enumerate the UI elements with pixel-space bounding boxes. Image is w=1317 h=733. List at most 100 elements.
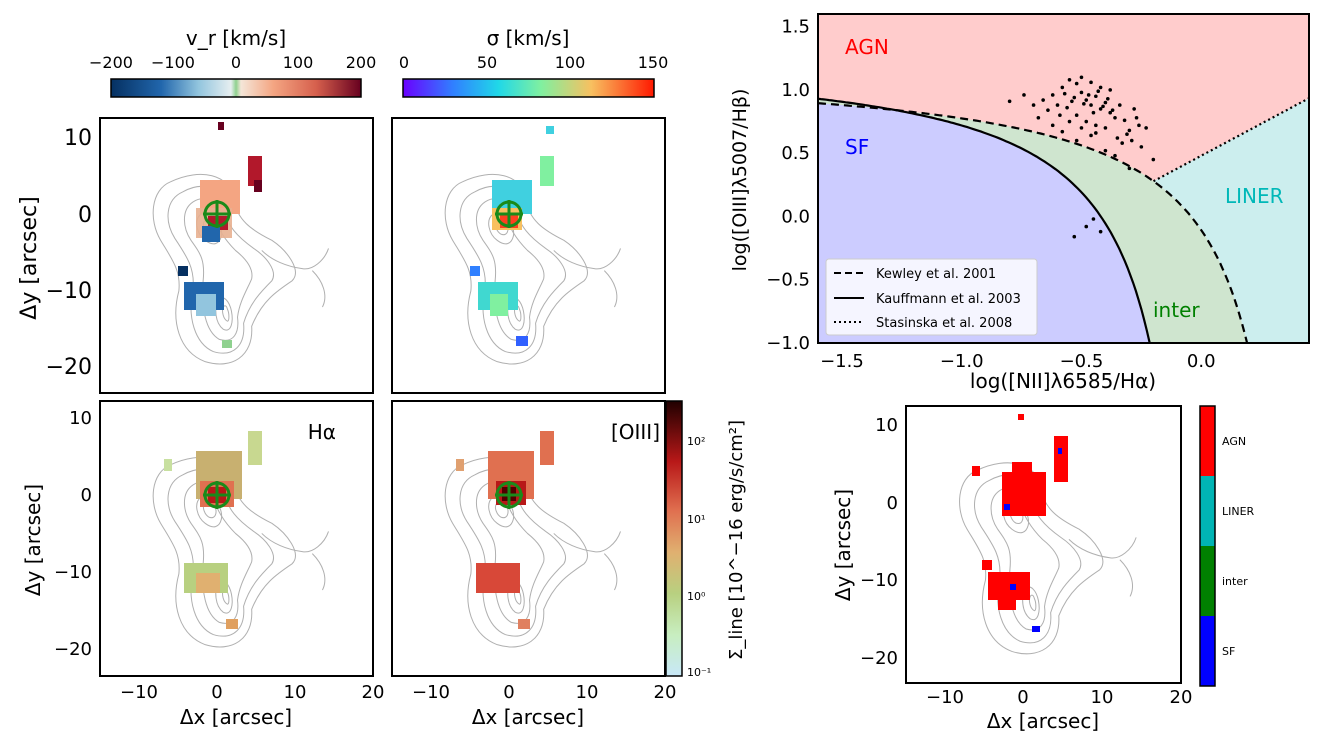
svg-text:−20: −20 xyxy=(46,355,92,380)
vr-nucleus-marker xyxy=(203,200,231,228)
bpt-point xyxy=(1094,131,1098,135)
svg-text:−10: −10 xyxy=(46,279,92,304)
svg-text:−10: −10 xyxy=(412,682,450,703)
bptmap-xticks: −10 0 10 20 xyxy=(926,687,1192,708)
vr-yticks: 10 0 −10 −20 xyxy=(46,126,92,380)
bptmap-ylabel: Δy [arcsec] xyxy=(831,489,855,601)
bpt-point xyxy=(1110,108,1115,112)
sigma-nucleus-marker xyxy=(495,200,523,228)
bpt-point xyxy=(1070,99,1074,104)
svg-text:20: 20 xyxy=(362,682,385,703)
bpt-points xyxy=(1007,75,1156,239)
bpt-legend: Kewley et al. 2001 Kauffmann et al. 2003… xyxy=(825,258,1038,336)
bpt-point xyxy=(1058,113,1062,118)
flux-colorbar-ticks: 10² 10¹ 10⁰ 10⁻¹ xyxy=(687,435,711,679)
bpt-ytick-label: −1.0 xyxy=(766,333,810,354)
svg-text:100: 100 xyxy=(555,53,586,72)
halpha-nucleus-marker xyxy=(203,481,231,509)
svg-text:10: 10 xyxy=(64,126,92,151)
bpt-point xyxy=(1060,85,1065,90)
bpt-point xyxy=(1067,78,1072,82)
bpt-xtick-label: −1.0 xyxy=(940,351,984,372)
halpha-pixels xyxy=(164,431,262,629)
bpt-point xyxy=(1108,88,1113,92)
oiii-panel: [OIII] 10² 10¹ 10⁰ 10⁻¹ Σ_line [10^−16 e… xyxy=(391,400,747,729)
bpt-point xyxy=(1089,103,1093,107)
bpt-point xyxy=(1103,126,1108,130)
bpt-xlabel: log([NII]λ6585/Hα) xyxy=(970,369,1156,393)
bpt-region-liner xyxy=(1153,98,1309,343)
bpt-point xyxy=(1050,93,1055,97)
bpt-point xyxy=(1079,75,1084,80)
bpt-point xyxy=(1079,90,1084,95)
svg-text:−10: −10 xyxy=(926,687,964,708)
bpt-ytick-label: 0.0 xyxy=(781,206,810,227)
bpt-point xyxy=(1082,102,1086,106)
svg-text:150: 150 xyxy=(638,53,669,72)
bpt-xtick-label: −0.5 xyxy=(1060,351,1104,372)
legend-kewley: Kewley et al. 2001 xyxy=(876,267,996,282)
bpt-point xyxy=(1108,110,1113,115)
bpt-point xyxy=(1065,105,1069,110)
svg-text:10¹: 10¹ xyxy=(687,513,705,526)
kauffmann-line xyxy=(817,97,1151,344)
bpt-point xyxy=(1094,123,1098,128)
bpt-point xyxy=(1067,119,1072,124)
bpt-point xyxy=(1007,99,1012,104)
svg-text:−10: −10 xyxy=(860,570,898,591)
bpt-point xyxy=(1036,115,1041,120)
bpt-point xyxy=(1074,138,1079,143)
bpt-point xyxy=(1091,217,1096,221)
vr-colorbar-title: v_r [km/s] xyxy=(186,26,286,50)
svg-text:10: 10 xyxy=(576,682,599,703)
bpt-xticks: −1.5 −1.0 −0.5 0.0 xyxy=(820,351,1215,372)
oiii-label: [OIII] xyxy=(611,420,660,444)
bpt-ytick-label: 0.5 xyxy=(781,143,810,164)
bpt-point xyxy=(1046,108,1050,112)
svg-text:−10: −10 xyxy=(120,682,158,703)
bpt-point xyxy=(1151,157,1156,162)
svg-text:20: 20 xyxy=(1170,687,1193,708)
bpt-region-inter xyxy=(818,98,1248,343)
svg-text:0: 0 xyxy=(887,493,898,514)
vr-cb-tick: 0 xyxy=(231,53,241,72)
bpt-point xyxy=(1072,95,1077,100)
oiii-nucleus-marker xyxy=(495,481,523,509)
svg-text:LINER: LINER xyxy=(1222,505,1255,518)
halpha-yticks: 10 0 −10 −20 xyxy=(54,408,92,660)
sigma-colorbar-title: σ [km/s] xyxy=(487,26,570,50)
bpt-point xyxy=(1098,85,1103,90)
sigma-panel: σ [km/s] 0 50 100 150 xyxy=(391,26,668,394)
bpt-point xyxy=(1120,141,1124,145)
bpt-point xyxy=(1106,96,1110,101)
region-label-agn: AGN xyxy=(845,35,889,59)
region-label-liner: LINER xyxy=(1225,184,1284,208)
bpt-point xyxy=(1113,153,1117,158)
sigma-colorbar-ticks: 0 50 100 150 xyxy=(399,53,668,72)
vr-colorbar-ticks: −200 −100 0 100 200 xyxy=(89,53,376,72)
bpt-point xyxy=(1084,98,1089,102)
halpha-panel: Hα 10 0 −10 −20 −10 0 10 20 Δx [arcsec] … xyxy=(21,400,385,729)
region-label-inter: inter xyxy=(1153,298,1200,322)
stasinska-line xyxy=(1152,97,1310,183)
svg-text:AGN: AGN xyxy=(1222,435,1246,448)
flux-colorbar-title: Σ_line [10^−16 erg/s/cm²] xyxy=(726,420,747,660)
svg-text:0: 0 xyxy=(81,485,92,506)
bpt-point xyxy=(1074,81,1079,86)
svg-text:10: 10 xyxy=(284,682,307,703)
svg-text:10: 10 xyxy=(875,415,898,436)
bpt-point xyxy=(1089,80,1093,85)
bpt-point xyxy=(1127,128,1132,133)
bpt-xtick-label: 0.0 xyxy=(1187,351,1216,372)
vr-cb-tick: −100 xyxy=(151,53,195,72)
svg-text:0: 0 xyxy=(399,53,409,72)
svg-text:inter: inter xyxy=(1222,575,1248,588)
region-label-sf: SF xyxy=(845,135,869,159)
bpt-point xyxy=(1137,123,1141,128)
bpt-point xyxy=(1127,166,1132,171)
vr-cb-tick: −200 xyxy=(89,53,133,72)
oiii-xlabel: Δx [arcsec] xyxy=(472,705,584,729)
bptmap-yticks: 10 0 −10 −20 xyxy=(860,415,898,669)
bpt-point xyxy=(1084,119,1089,124)
